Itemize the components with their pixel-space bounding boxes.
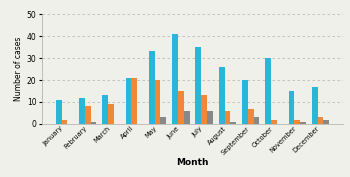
- Bar: [201, 95, 207, 124]
- Bar: [300, 122, 306, 124]
- Bar: [219, 67, 224, 124]
- Bar: [85, 106, 91, 124]
- Bar: [108, 104, 114, 124]
- Bar: [294, 119, 300, 124]
- Bar: [131, 78, 137, 124]
- Bar: [224, 111, 230, 124]
- Bar: [312, 87, 318, 124]
- Bar: [207, 111, 213, 124]
- Bar: [230, 122, 236, 124]
- Bar: [56, 100, 62, 124]
- X-axis label: Month: Month: [176, 158, 209, 167]
- Bar: [126, 78, 131, 124]
- Bar: [184, 111, 190, 124]
- Bar: [62, 119, 67, 124]
- Bar: [91, 122, 97, 124]
- Bar: [288, 91, 294, 124]
- Bar: [178, 91, 184, 124]
- Bar: [79, 98, 85, 124]
- Bar: [254, 117, 259, 124]
- Bar: [195, 47, 201, 124]
- Bar: [323, 119, 329, 124]
- Bar: [172, 34, 178, 124]
- Bar: [242, 80, 248, 124]
- Bar: [271, 119, 277, 124]
- Bar: [161, 117, 166, 124]
- Bar: [155, 80, 161, 124]
- Y-axis label: Number of cases: Number of cases: [14, 37, 22, 101]
- Bar: [248, 109, 254, 124]
- Bar: [265, 58, 271, 124]
- Bar: [149, 52, 155, 124]
- Bar: [318, 117, 323, 124]
- Bar: [102, 95, 108, 124]
